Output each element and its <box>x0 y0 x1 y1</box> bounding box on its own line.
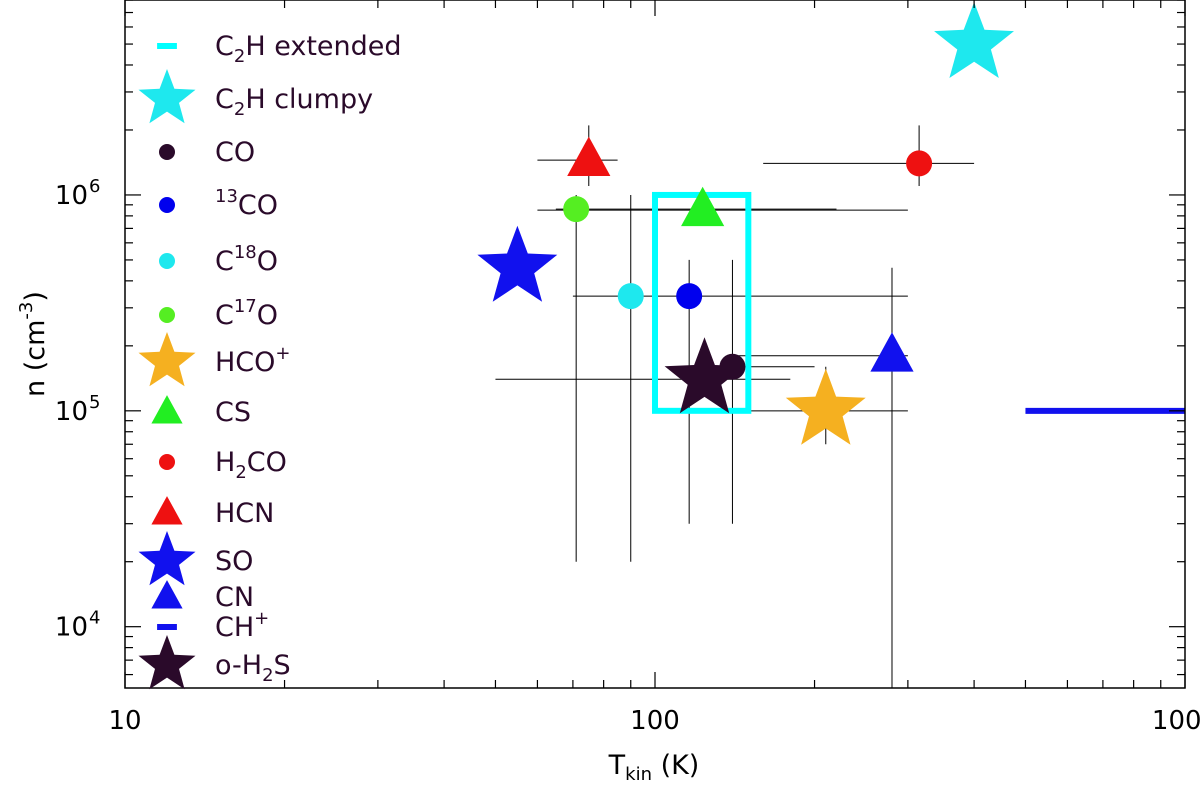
legend-marker-ch <box>157 624 177 630</box>
legend-item-hcn: HCN <box>151 496 274 529</box>
legend-marker-hco <box>138 332 196 387</box>
legend-label-co: CO <box>215 137 255 168</box>
x-tick-label: 10 <box>108 706 141 736</box>
legend-label-c18o: C18O <box>215 242 278 277</box>
legend-marker-13co <box>159 197 175 213</box>
legend-label-c2h-extended: C2H extended <box>215 31 402 67</box>
legend-label-hco: HCO+ <box>215 343 291 378</box>
legend-item-c18o: C18O <box>159 242 278 277</box>
legend-marker-co <box>159 144 175 160</box>
c17o-point <box>563 196 590 223</box>
legend-item-so: SO <box>138 531 253 586</box>
legend-marker-c2h-extended <box>157 43 177 49</box>
legend-item-c17o: C17O <box>159 296 278 331</box>
axis-ticks <box>124 0 1186 688</box>
y-tick-exponent: 6 <box>89 176 100 197</box>
legend-item-cn: CN <box>151 580 254 613</box>
legend-label-cs: CS <box>215 397 251 428</box>
legend-label-13co: 13CO <box>215 186 278 221</box>
legend-marker-o-h2s <box>138 635 196 690</box>
legend-item-13co: 13CO <box>159 186 278 221</box>
legend-label-cn: CN <box>215 582 254 613</box>
legend-item-o-h2s: o-H2S <box>138 635 291 690</box>
legend-item-h2co: H2CO <box>159 447 287 483</box>
legend-label-h2co: H2CO <box>215 447 287 483</box>
legend-marker-cs <box>151 395 183 424</box>
legend-item-c2h-clumpy: C2H clumpy <box>138 69 373 124</box>
hcn-point <box>567 136 611 176</box>
y-tick-exponent: 5 <box>89 392 100 413</box>
legend-label-c17o: C17O <box>215 296 278 331</box>
legend-label-ch: CH+ <box>215 608 269 643</box>
legend: C2H extended C2H clumpy CO 13CO C18O C17O HCO+… <box>138 31 402 690</box>
legend-marker-c2h-clumpy <box>138 69 196 124</box>
y-tick-label: 10 <box>55 181 88 211</box>
x-axis-title: Tkin (K) <box>608 750 700 785</box>
legend-item-co: CO <box>159 137 255 168</box>
legend-marker-so <box>138 531 196 586</box>
legend-label-o-h2s: o-H2S <box>215 650 291 686</box>
y-tick-label: 10 <box>55 397 88 427</box>
x-tick-label: 100 <box>630 706 680 736</box>
legend-marker-cn <box>151 580 183 609</box>
legend-label-so: SO <box>215 546 253 577</box>
legend-marker-hcn <box>151 496 183 525</box>
hco-point <box>785 368 866 445</box>
h2co-point <box>906 150 933 177</box>
legend-item-hco: HCO+ <box>138 332 291 387</box>
legend-marker-h2co <box>159 454 175 470</box>
legend-item-cs: CS <box>151 395 251 428</box>
legend-label-hcn: HCN <box>215 498 274 529</box>
cn-point <box>870 332 914 372</box>
legend-item-c2h-extended: C2H extended <box>157 31 402 67</box>
o-h2s-point <box>664 337 745 414</box>
13co-point <box>676 283 703 310</box>
so-point <box>477 225 558 302</box>
legend-label-c2h-clumpy: C2H clumpy <box>215 84 373 120</box>
y-axis-title: n (cm-3) <box>16 291 51 397</box>
x-tick-label: 1000 <box>1152 706 1200 736</box>
legend-marker-c17o <box>159 307 175 323</box>
tick-labels: 101001000104105106 <box>55 176 1200 736</box>
y-tick-exponent: 4 <box>89 608 100 629</box>
y-tick-label: 10 <box>55 613 88 643</box>
data-points <box>477 2 1014 445</box>
c2h-clumpy-point <box>934 2 1014 79</box>
c18o-point <box>617 283 644 310</box>
legend-item-ch: CH+ <box>157 608 269 643</box>
legend-marker-c18o <box>159 253 175 269</box>
cs-point <box>681 186 725 227</box>
